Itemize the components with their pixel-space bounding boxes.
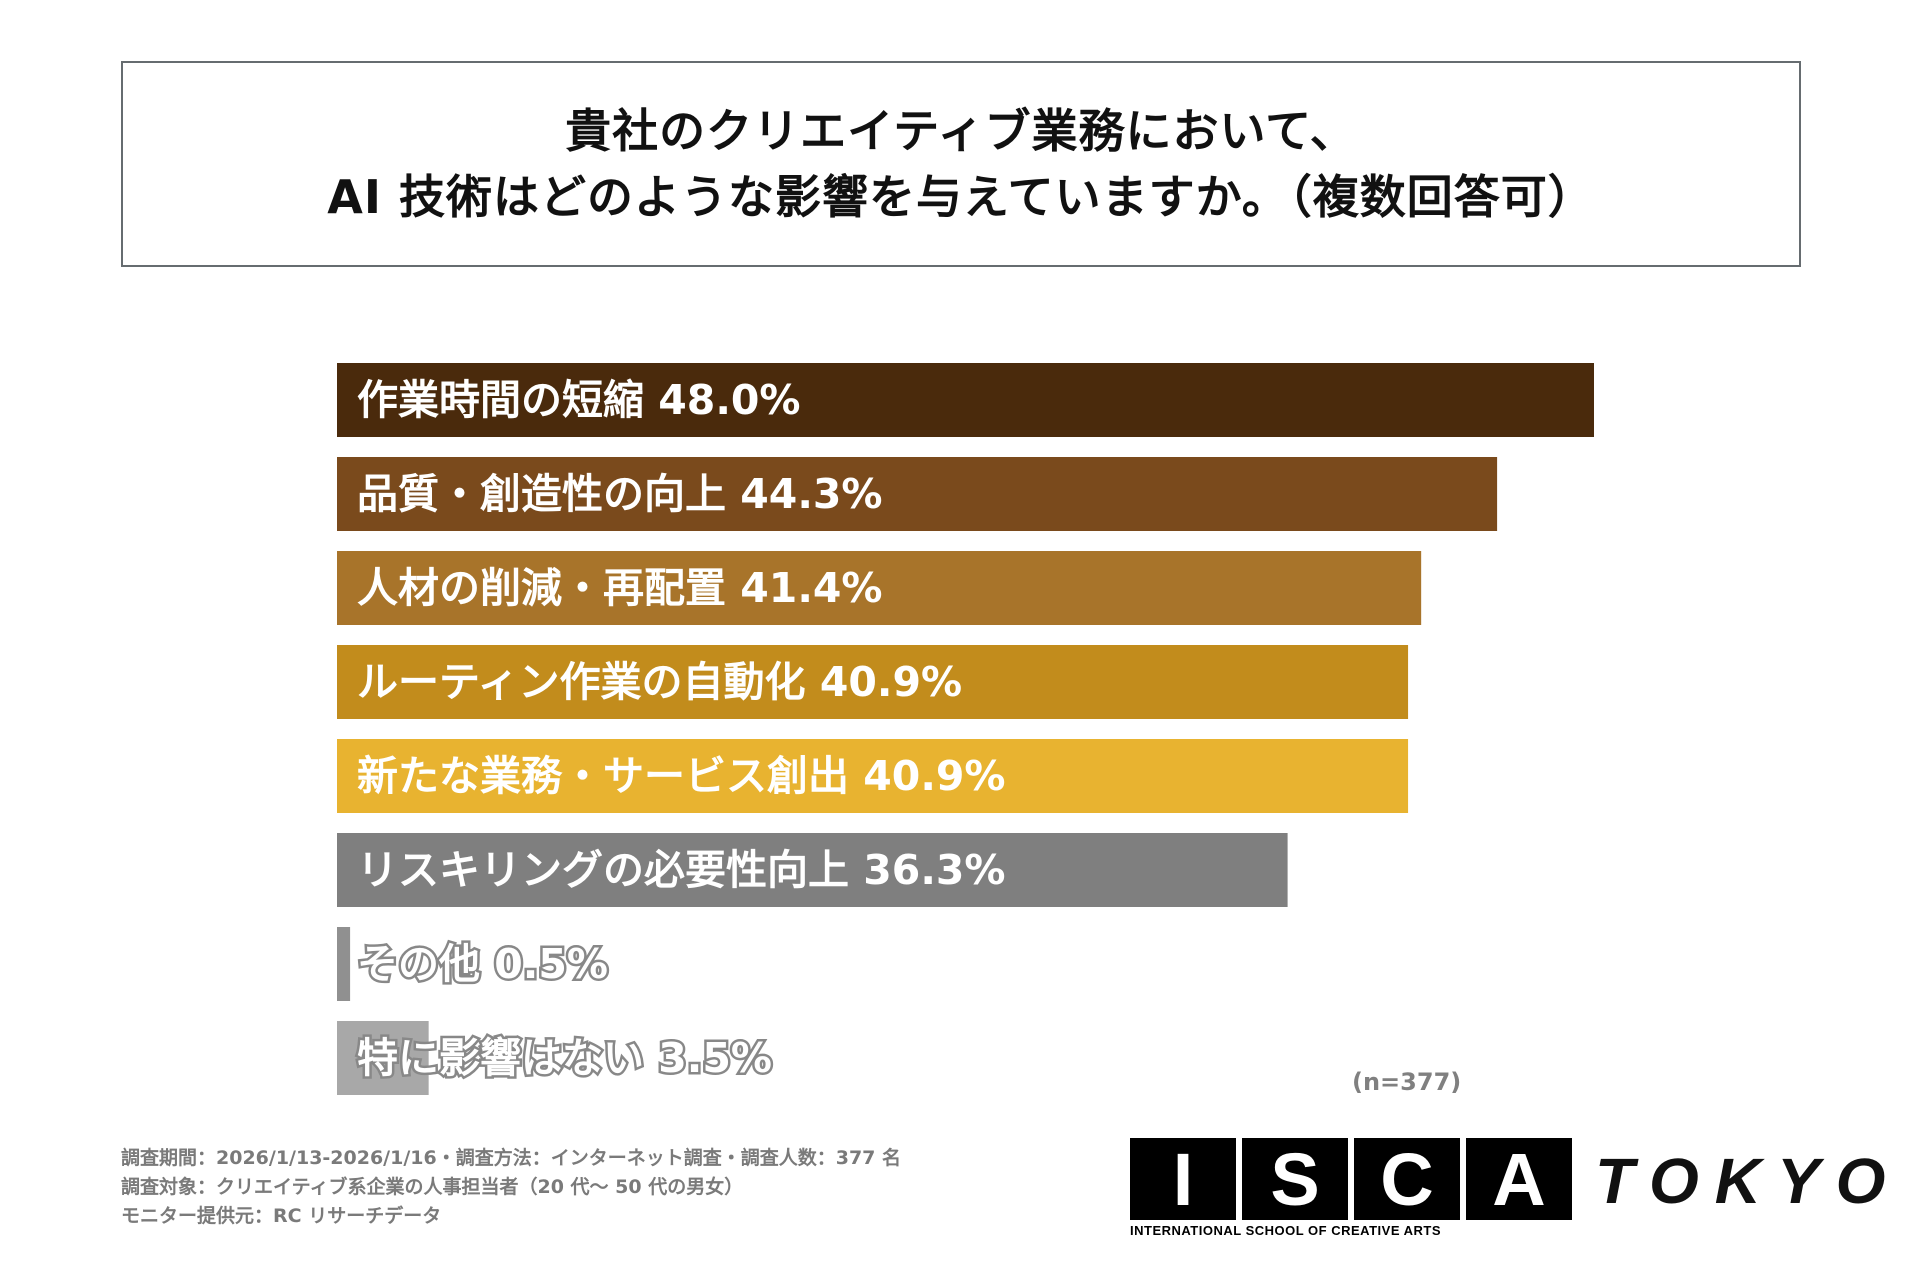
footnote-target: 調査対象：クリエイティブ系企業の人事担当者（20 代～ 50 代の男女） bbox=[121, 1176, 744, 1198]
logo-letter-a: A bbox=[1466, 1138, 1572, 1221]
bar-7 bbox=[337, 927, 351, 1001]
bar-label-3: 人材の削減・再配置 41.4% bbox=[357, 564, 883, 612]
horizontal-bar-chart: 作業時間の短縮 48.0% 品質・創造性の向上 44.3% 人材の削減・再配置 41… bbox=[337, 363, 1594, 1095]
logo-letter-s: S bbox=[1242, 1138, 1348, 1221]
sample-size-note: (n=377) bbox=[1352, 1068, 1462, 1096]
chart-title-box: 貴社のクリエイティブ業務において、 AI 技術はどのような影響を与えていますか。… bbox=[121, 61, 1801, 267]
bar-3 bbox=[337, 551, 1422, 625]
chart-title-line-1: 貴社のクリエイティブ業務において、 bbox=[565, 104, 1357, 158]
survey-footnotes: 調査期間：2026/1/13-2026/1/16・調査方法：インターネット調査・… bbox=[121, 1144, 901, 1231]
bar-label-4: ルーティン作業の自動化 40.9% bbox=[357, 658, 962, 706]
bar-label-6: リスキリングの必要性向上 36.3% bbox=[357, 846, 1006, 894]
bar-4 bbox=[337, 645, 1409, 719]
logo-subtitle: INTERNATIONAL SCHOOL OF CREATIVE ARTS bbox=[1130, 1223, 1442, 1238]
logo-letter-i: I bbox=[1130, 1138, 1236, 1221]
bar-label-7: その他 0.5% bbox=[357, 940, 608, 988]
bar-label-5: 新たな業務・サービス創出 40.9% bbox=[357, 752, 1006, 800]
footnote-period: 調査期間：2026/1/13-2026/1/16・調査方法：インターネット調査・… bbox=[121, 1147, 902, 1169]
bar-label-8: 特に影響はない 3.5% bbox=[357, 1034, 772, 1082]
bar-6 bbox=[337, 833, 1288, 907]
bar-8 bbox=[337, 1021, 429, 1095]
logo-city: TOKYO bbox=[1595, 1145, 1902, 1217]
bar-label-1: 作業時間の短縮 48.0% bbox=[357, 376, 801, 424]
chart-title-line-2: AI 技術はどのような影響を与えていますか。（複数回答可） bbox=[327, 170, 1595, 224]
isca-tokyo-logo: I S C A INTERNATIONAL SCHOOL OF CREATIVE… bbox=[1130, 1138, 1885, 1242]
bar-2 bbox=[337, 457, 1498, 531]
bar-1 bbox=[337, 363, 1594, 437]
footnote-provider: モニター提供元：RC リサーチデータ bbox=[121, 1205, 442, 1227]
bar-label-2: 品質・創造性の向上 44.3% bbox=[357, 470, 883, 518]
logo-letter-c: C bbox=[1354, 1138, 1460, 1221]
bar-5 bbox=[337, 739, 1409, 813]
logo-letter-boxes: I S C A bbox=[1130, 1138, 1572, 1221]
